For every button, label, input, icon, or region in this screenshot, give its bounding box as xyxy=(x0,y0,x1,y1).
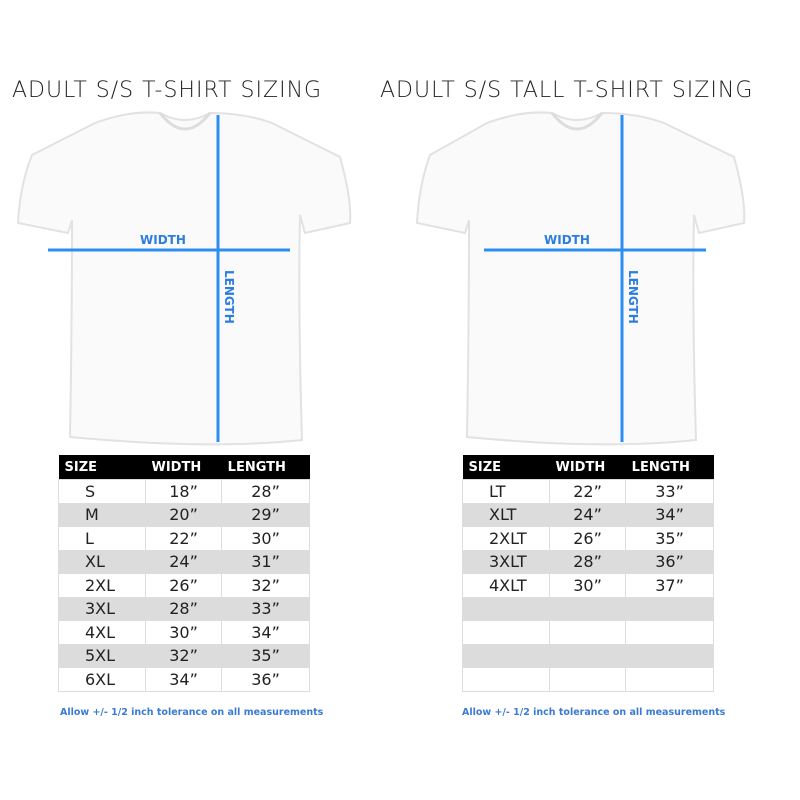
length-cell: 31” xyxy=(221,549,310,574)
chart-title: ADULT S/S TALL T-SHIRT SIZING xyxy=(380,78,754,103)
table-header: SIZE WIDTH LENGTH xyxy=(58,455,310,480)
table-row xyxy=(462,596,714,621)
length-cell xyxy=(625,667,714,692)
tshirt-illustration: WIDTH LENGTH xyxy=(415,111,746,446)
tolerance-note: Allow +/- 1/2 inch tolerance on all meas… xyxy=(462,707,726,718)
width-cell: 24” xyxy=(548,502,627,527)
width-cell: 30” xyxy=(144,620,223,645)
column-header: SIZE xyxy=(58,455,146,480)
length-cell: 30” xyxy=(221,526,310,551)
column-header: WIDTH xyxy=(549,455,626,480)
size-cell: 6XL xyxy=(58,667,146,692)
length-cell: 33” xyxy=(625,479,714,504)
width-cell: 26” xyxy=(144,573,223,598)
length-label: LENGTH xyxy=(222,270,236,324)
size-cell: M xyxy=(58,502,146,527)
length-cell: 36” xyxy=(221,667,310,692)
length-cell: 28” xyxy=(221,479,310,504)
width-cell: 20” xyxy=(144,502,223,527)
table-row: 3XLT 28” 36” xyxy=(462,549,714,574)
table-row: 4XL 30” 34” xyxy=(58,620,310,645)
table-row: 2XLT 26” 35” xyxy=(462,526,714,551)
table-row: L 22” 30” xyxy=(58,526,310,551)
table-row: S 18” 28” xyxy=(58,479,310,504)
size-cell: XL xyxy=(58,549,146,574)
width-cell: 22” xyxy=(548,479,627,504)
table-row xyxy=(462,643,714,668)
length-cell: 36” xyxy=(625,549,714,574)
size-cell xyxy=(462,667,550,692)
width-cell xyxy=(548,596,627,621)
table-row: LT 22” 33” xyxy=(462,479,714,504)
table-row: 2XL 26” 32” xyxy=(58,573,310,598)
tolerance-note: Allow +/- 1/2 inch tolerance on all meas… xyxy=(60,707,324,718)
size-cell: LT xyxy=(462,479,550,504)
length-cell xyxy=(625,596,714,621)
length-cell: 37” xyxy=(625,573,714,598)
size-table: SIZE WIDTH LENGTH S 18” 28” M 20” 29” L 22” 30” XL 24… xyxy=(58,455,310,692)
length-cell xyxy=(625,620,714,645)
length-label: LENGTH xyxy=(626,270,640,324)
table-row xyxy=(462,620,714,645)
width-label: WIDTH xyxy=(140,233,186,247)
size-cell xyxy=(462,596,550,621)
column-header: WIDTH xyxy=(145,455,222,480)
table-row: 4XLT 30” 37” xyxy=(462,573,714,598)
size-cell xyxy=(462,643,550,668)
size-cell: 4XLT xyxy=(462,573,550,598)
width-cell: 34” xyxy=(144,667,223,692)
width-cell xyxy=(548,620,627,645)
width-label: WIDTH xyxy=(544,233,590,247)
width-cell: 32” xyxy=(144,643,223,668)
size-cell: XLT xyxy=(462,502,550,527)
column-header: LENGTH xyxy=(625,455,714,480)
length-cell: 35” xyxy=(625,526,714,551)
width-cell: 28” xyxy=(548,549,627,574)
length-cell: 32” xyxy=(221,573,310,598)
length-cell: 34” xyxy=(221,620,310,645)
width-cell: 18” xyxy=(144,479,223,504)
length-cell: 35” xyxy=(221,643,310,668)
size-table: SIZE WIDTH LENGTH LT 22” 33” XLT 24” 34” 2XLT 26” 3… xyxy=(462,455,714,692)
size-cell: S xyxy=(58,479,146,504)
width-cell: 28” xyxy=(144,596,223,621)
size-cell: 3XLT xyxy=(462,549,550,574)
tshirt-illustration: WIDTH LENGTH xyxy=(16,111,352,446)
table-row: M 20” 29” xyxy=(58,502,310,527)
size-cell: L xyxy=(58,526,146,551)
size-cell: 2XL xyxy=(58,573,146,598)
table-row: XL 24” 31” xyxy=(58,549,310,574)
length-cell: 34” xyxy=(625,502,714,527)
column-header: LENGTH xyxy=(221,455,310,480)
width-cell: 24” xyxy=(144,549,223,574)
size-cell: 2XLT xyxy=(462,526,550,551)
table-header: SIZE WIDTH LENGTH xyxy=(462,455,714,480)
chart-title: ADULT S/S T-SHIRT SIZING xyxy=(12,78,323,103)
size-cell xyxy=(462,620,550,645)
table-row xyxy=(462,667,714,692)
width-cell: 26” xyxy=(548,526,627,551)
size-cell: 3XL xyxy=(58,596,146,621)
width-cell: 30” xyxy=(548,573,627,598)
size-cell: 4XL xyxy=(58,620,146,645)
length-cell xyxy=(625,643,714,668)
length-cell: 29” xyxy=(221,502,310,527)
table-row: XLT 24” 34” xyxy=(462,502,714,527)
table-row: 5XL 32” 35” xyxy=(58,643,310,668)
length-cell: 33” xyxy=(221,596,310,621)
table-row: 6XL 34” 36” xyxy=(58,667,310,692)
column-header: SIZE xyxy=(462,455,550,480)
width-cell xyxy=(548,643,627,668)
width-cell xyxy=(548,667,627,692)
table-row: 3XL 28” 33” xyxy=(58,596,310,621)
size-cell: 5XL xyxy=(58,643,146,668)
width-cell: 22” xyxy=(144,526,223,551)
